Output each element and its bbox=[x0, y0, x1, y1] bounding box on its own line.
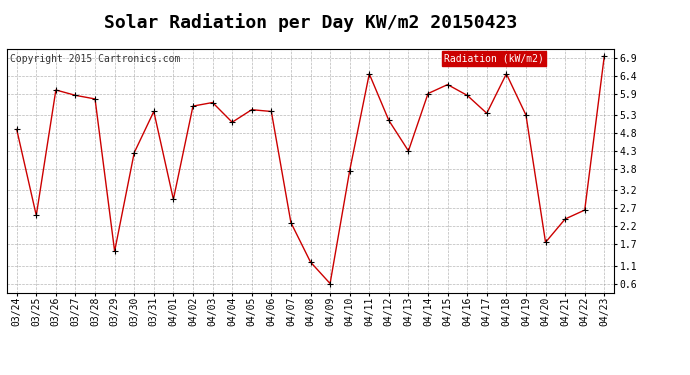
Text: Radiation (kW/m2): Radiation (kW/m2) bbox=[444, 54, 544, 64]
Text: Copyright 2015 Cartronics.com: Copyright 2015 Cartronics.com bbox=[10, 54, 180, 64]
Text: Solar Radiation per Day KW/m2 20150423: Solar Radiation per Day KW/m2 20150423 bbox=[104, 13, 517, 32]
